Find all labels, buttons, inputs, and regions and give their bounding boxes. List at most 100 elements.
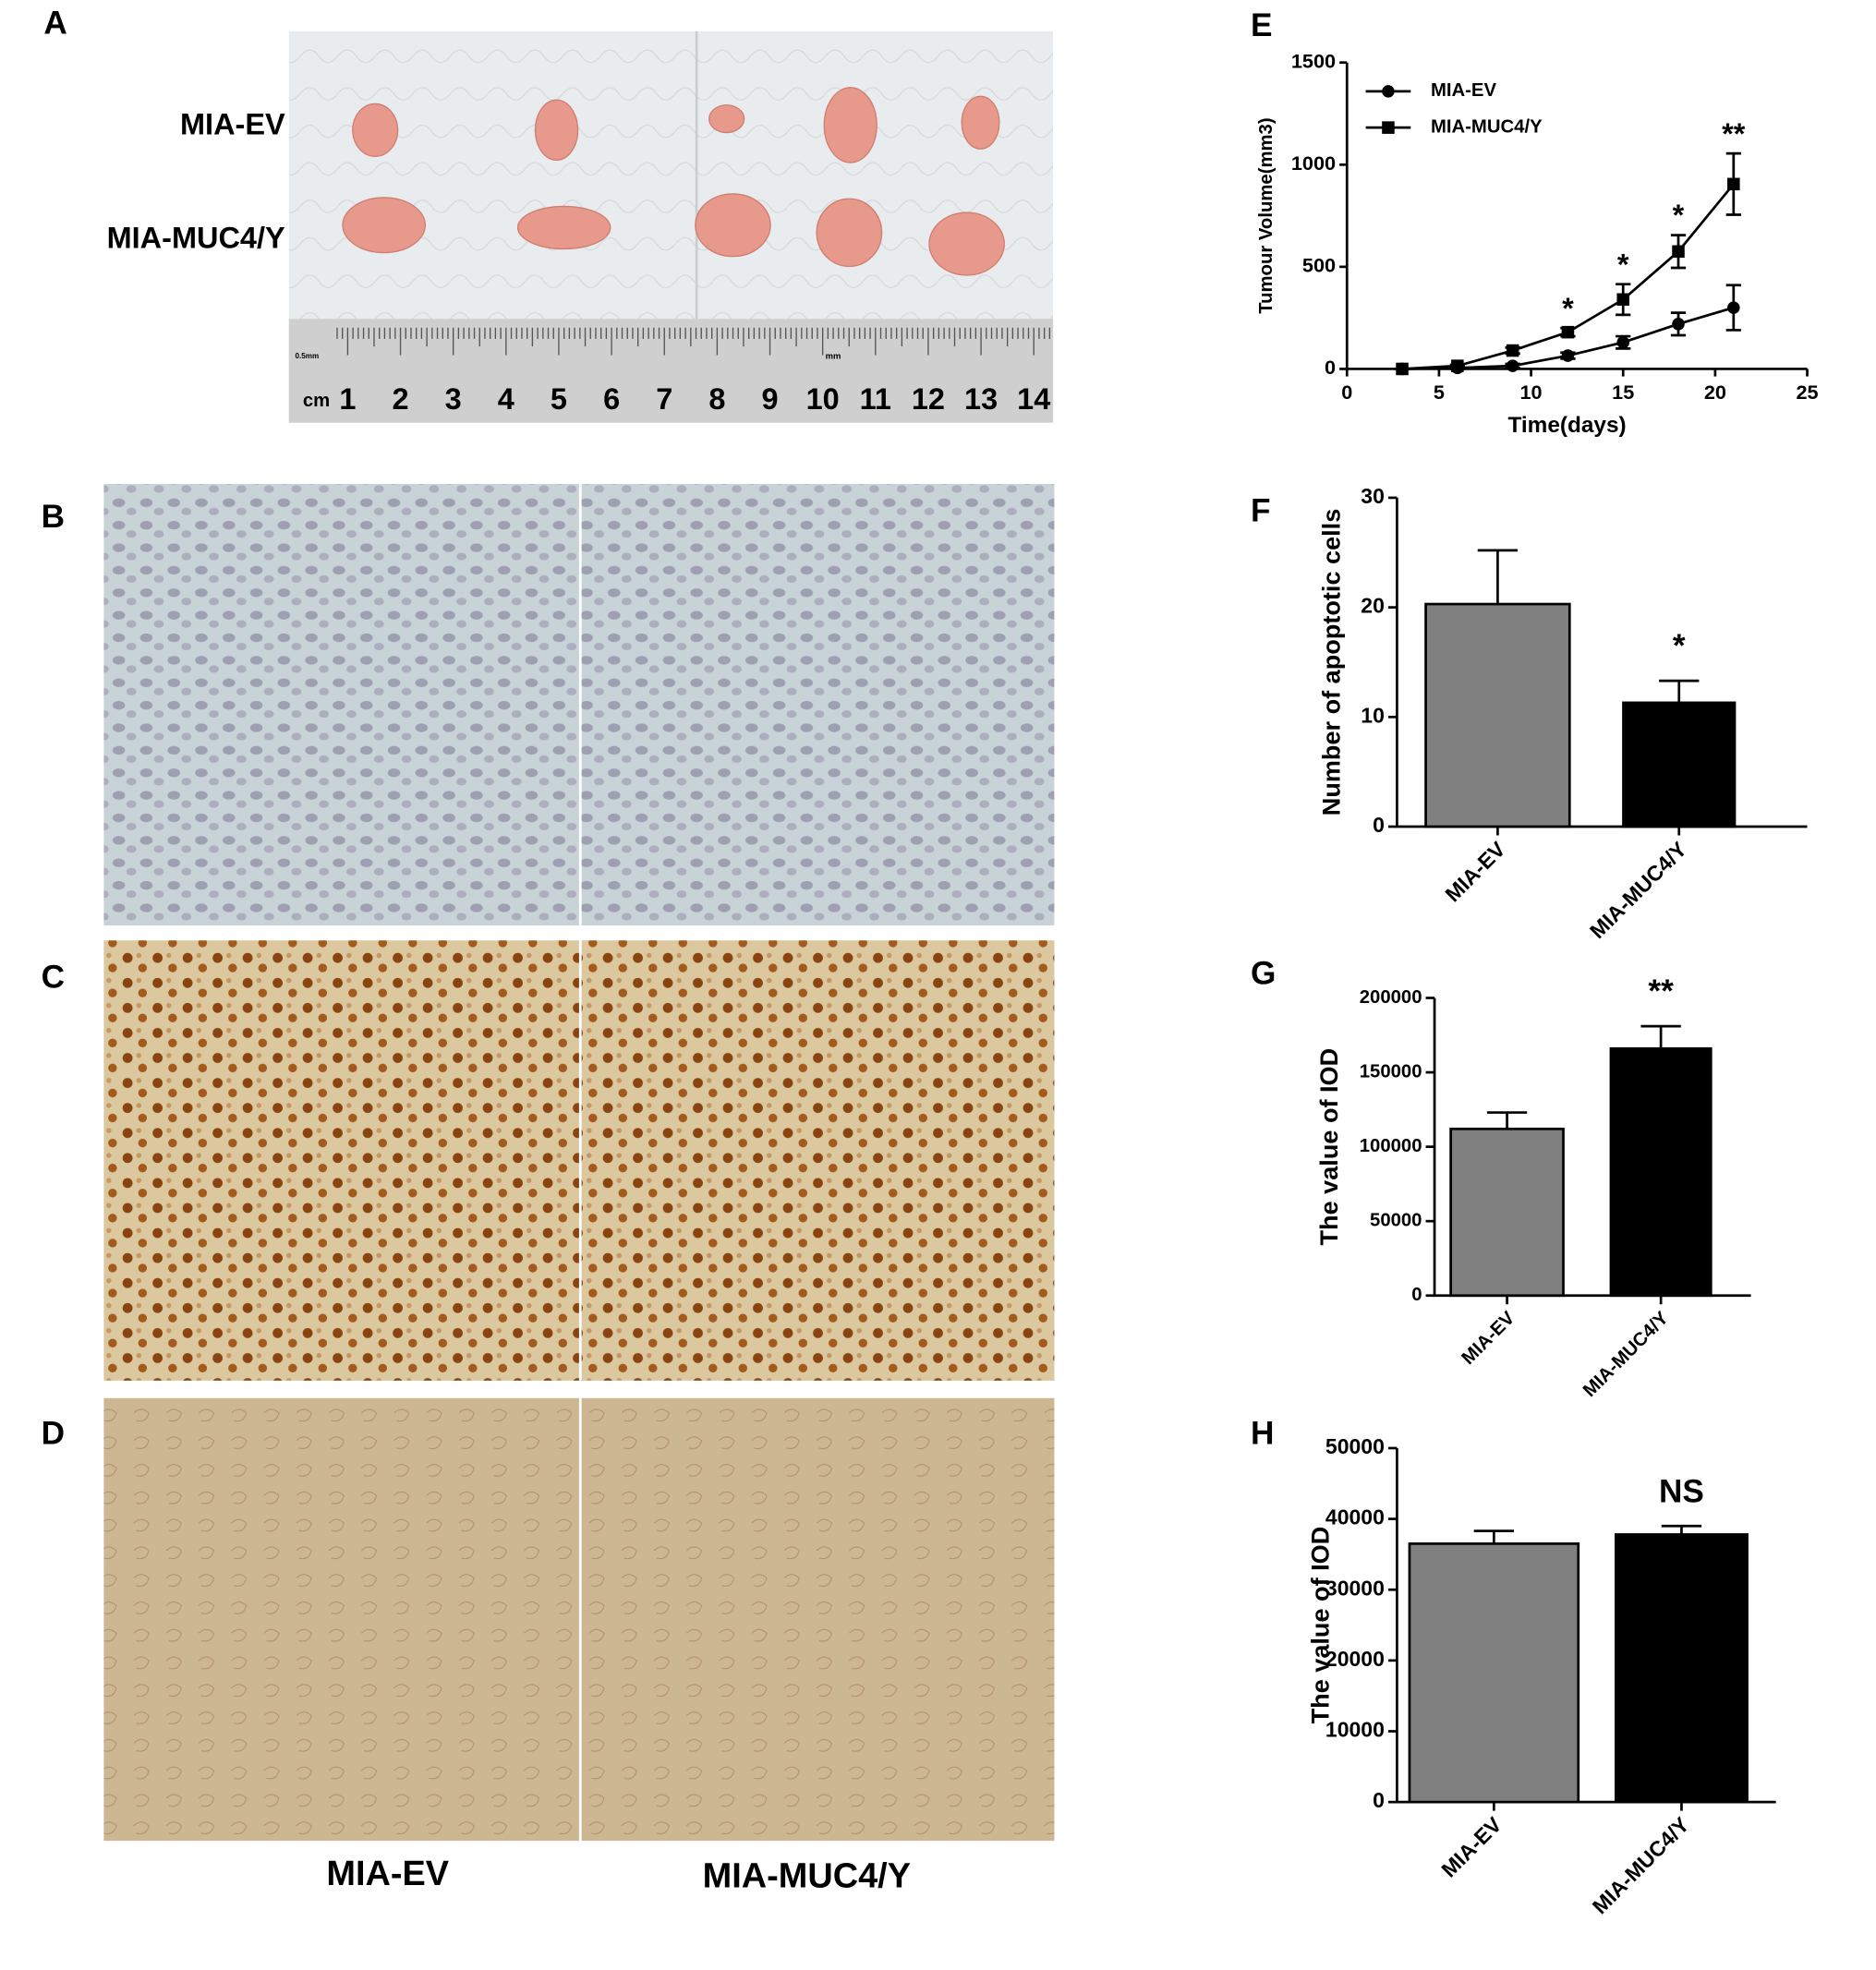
legend-marker [1382, 121, 1395, 134]
significance: ** [1722, 117, 1746, 151]
marker [1506, 359, 1519, 372]
y-tick-label: 10 [1361, 703, 1385, 727]
marker [1727, 301, 1740, 314]
significance: * [1673, 199, 1685, 232]
marker [1451, 359, 1464, 372]
ruler-number: 2 [393, 382, 409, 416]
panel-letter: B [42, 499, 65, 535]
marker [1616, 335, 1629, 349]
ihc-image [103, 484, 579, 925]
y-tick-label: 100000 [1360, 1136, 1422, 1156]
y-tick-label: 10000 [1325, 1718, 1385, 1742]
marker [1396, 362, 1409, 376]
y-tick-label: 0 [1411, 1285, 1422, 1305]
ruler-number: 14 [1017, 382, 1050, 416]
marker [1727, 177, 1740, 191]
ihc-image [581, 484, 1055, 925]
ruler-unit: cm [303, 391, 330, 411]
error-bar [1659, 679, 1700, 703]
bar [1408, 1542, 1580, 1804]
bar [1449, 1127, 1565, 1298]
row-label: MIA-EV [180, 107, 285, 140]
ruler-mm-label: mm [826, 351, 841, 361]
x-tick-label: 0 [1341, 381, 1352, 404]
panel-letter: G [1251, 955, 1276, 991]
error-bar [1473, 1529, 1515, 1544]
y-tick-label: 40000 [1325, 1505, 1385, 1529]
y-tick-label: 50000 [1325, 1434, 1385, 1458]
ruler-number: 1 [339, 382, 356, 416]
legend-marker [1382, 85, 1395, 98]
bar [1609, 1046, 1713, 1298]
error-bar [1661, 1524, 1702, 1535]
significance: NS [1659, 1473, 1704, 1509]
panel-letter: D [42, 1416, 65, 1452]
x-tick-label: 5 [1434, 381, 1445, 404]
panel-letter: C [42, 960, 65, 996]
column-label: MIA-EV [326, 1855, 449, 1893]
marker [1672, 318, 1685, 331]
tumours [342, 87, 1005, 276]
ruler-number: 4 [498, 382, 514, 416]
ruler-number: 8 [708, 382, 725, 416]
y-tick-label: 0 [1373, 813, 1385, 837]
y-tick-label: 0 [1325, 356, 1336, 379]
x-tick-label: MIA-MUC4/Y [1579, 1308, 1673, 1401]
x-tick-label: MIA-EV [1440, 837, 1510, 907]
marker [1506, 344, 1519, 357]
x-tick-label: 25 [1796, 381, 1818, 404]
ruler-number: 10 [806, 382, 840, 416]
marker [1561, 349, 1575, 362]
ruler-number: 7 [656, 382, 672, 416]
ihc-image [103, 940, 579, 1381]
x-tick-label: MIA-EV [1458, 1308, 1519, 1369]
error-bar [1486, 1111, 1528, 1130]
y-tick-label: 30 [1361, 484, 1385, 508]
y-tick-label: 20 [1361, 594, 1385, 618]
x-tick-label: 10 [1520, 381, 1543, 404]
ruler-number: 5 [551, 382, 567, 416]
x-tick-label: 15 [1612, 381, 1634, 404]
bar [1424, 602, 1571, 828]
significance: * [1562, 292, 1574, 325]
panel-letter: A [43, 5, 67, 41]
significance: * [1673, 628, 1686, 664]
column-label: MIA-MUC4/Y [703, 1857, 911, 1896]
x-tick-label: MIA-MUC4/Y [1588, 1812, 1694, 1918]
ruler-number: 11 [860, 382, 891, 416]
ruler-ticks [336, 327, 1051, 356]
ihc-image [581, 940, 1055, 1381]
x-axis-label: Time(days) [1507, 413, 1626, 438]
ruler-number: 9 [761, 382, 778, 416]
y-tick-label: 30000 [1325, 1576, 1385, 1600]
legend-label: MIA-MUC4/Y [1431, 116, 1543, 137]
y-tick-label: 50000 [1370, 1211, 1422, 1231]
bar [1615, 1533, 1749, 1804]
ihc-image [103, 1397, 579, 1842]
significance: ** [1648, 973, 1674, 1009]
y-axis-label: Number of apoptotic cells [1317, 509, 1346, 816]
ruler-number: 13 [964, 382, 998, 416]
y-tick-label: 0 [1373, 1788, 1385, 1812]
ihc-image [581, 1397, 1055, 1842]
panel-letter: E [1251, 7, 1272, 43]
y-axis-label: Tumour Volume(mm3) [1256, 117, 1277, 313]
y-axis-label: The value of IOD [1305, 1527, 1334, 1724]
y-tick-label: 20000 [1325, 1647, 1385, 1671]
ruler-small-label: 0.5mm [296, 352, 320, 360]
y-axis-label: The value of IOD [1314, 1048, 1343, 1246]
marker [1616, 293, 1629, 307]
error-bar [1640, 1024, 1681, 1049]
panel-letter: H [1251, 1416, 1274, 1452]
bar [1622, 701, 1737, 828]
row-label: MIA-MUC4/Y [107, 222, 285, 255]
error-bar [1477, 549, 1519, 605]
y-tick-label: 150000 [1360, 1061, 1422, 1082]
legend-label: MIA-EV [1431, 80, 1497, 101]
significance: * [1617, 248, 1629, 281]
marker [1561, 325, 1575, 339]
marker [1672, 245, 1685, 259]
